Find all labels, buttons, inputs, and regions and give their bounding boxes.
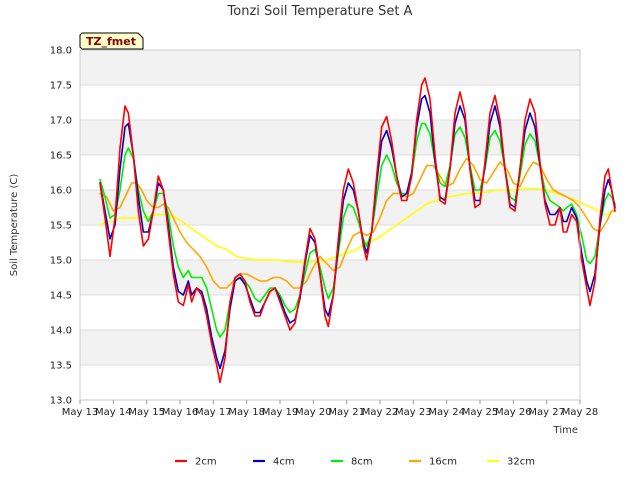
x-tick-label: May 21 <box>328 407 365 418</box>
y-tick-label: 14.5 <box>50 291 72 302</box>
annotation-tag: TZ_fmet <box>79 32 144 50</box>
grid-band <box>80 50 580 85</box>
legend-label: 2cm <box>195 457 217 468</box>
x-tick-label: May 19 <box>262 407 299 418</box>
y-tick-label: 17.0 <box>50 116 72 127</box>
y-axis-label: Soil Temperature (C) <box>9 174 20 277</box>
x-tick-label: May 17 <box>195 407 232 418</box>
y-tick-label: 13.0 <box>50 396 72 407</box>
series-line-2cm <box>99 77 616 384</box>
grid-band <box>80 260 580 295</box>
x-tick-label: May 14 <box>95 407 132 418</box>
legend-item-2cm: 2cm <box>175 457 217 468</box>
legend-item-4cm: 4cm <box>253 457 295 468</box>
x-tick-label: May 23 <box>395 407 432 418</box>
annotation-tag-text: TZ_fmet <box>86 35 136 48</box>
chart-title: Tonzi Soil Temperature Set A <box>227 4 413 19</box>
x-tick-label: May 15 <box>128 407 165 418</box>
legend-label: 16cm <box>429 457 457 468</box>
x-axis-label: Time <box>553 425 578 436</box>
legend-label: 8cm <box>351 457 373 468</box>
grid-band <box>80 330 580 365</box>
grid-band <box>80 120 580 155</box>
y-tick-label: 16.5 <box>50 151 72 162</box>
x-tick-label: May 18 <box>228 407 265 418</box>
legend-item-8cm: 8cm <box>331 457 373 468</box>
annotation-tag-box <box>79 32 144 50</box>
y-tick-label: 15.0 <box>50 256 72 267</box>
y-tick-label: 14.0 <box>50 326 72 337</box>
x-tick-label: May 13 <box>62 407 99 418</box>
x-tick-label: May 22 <box>362 407 399 418</box>
plot-frame <box>79 49 581 401</box>
y-tick-label: 13.5 <box>50 361 72 372</box>
y-axis-ticks: 13.0 13.5 14.0 14.5 15.0 15.5 16.0 16.5 17.0 17.5… <box>50 46 72 407</box>
x-tick-label: May 26 <box>495 407 532 418</box>
x-tick-label: May 27 <box>528 407 565 418</box>
y-tick-label: 15.5 <box>50 221 72 232</box>
x-tick-label: May 28 <box>562 407 599 418</box>
y-tick-label: 17.5 <box>50 81 72 92</box>
legend: 2cm 4cm 8cm 16cm 32cm <box>175 457 535 468</box>
y-tick-label: 16.0 <box>50 186 72 197</box>
series-lines <box>99 77 616 384</box>
legend-label: 4cm <box>273 457 295 468</box>
x-tick-label: May 16 <box>162 407 199 418</box>
series-line-16cm <box>99 157 616 289</box>
grid-bands <box>80 50 580 365</box>
legend-label: 32cm <box>507 457 535 468</box>
legend-item-16cm: 16cm <box>409 457 457 468</box>
x-tick-label: May 20 <box>295 407 332 418</box>
legend-item-32cm: 32cm <box>487 457 535 468</box>
x-tick-label: May 25 <box>462 407 499 418</box>
y-tick-label: 18.0 <box>50 46 72 57</box>
x-tick-label: May 24 <box>428 407 465 418</box>
